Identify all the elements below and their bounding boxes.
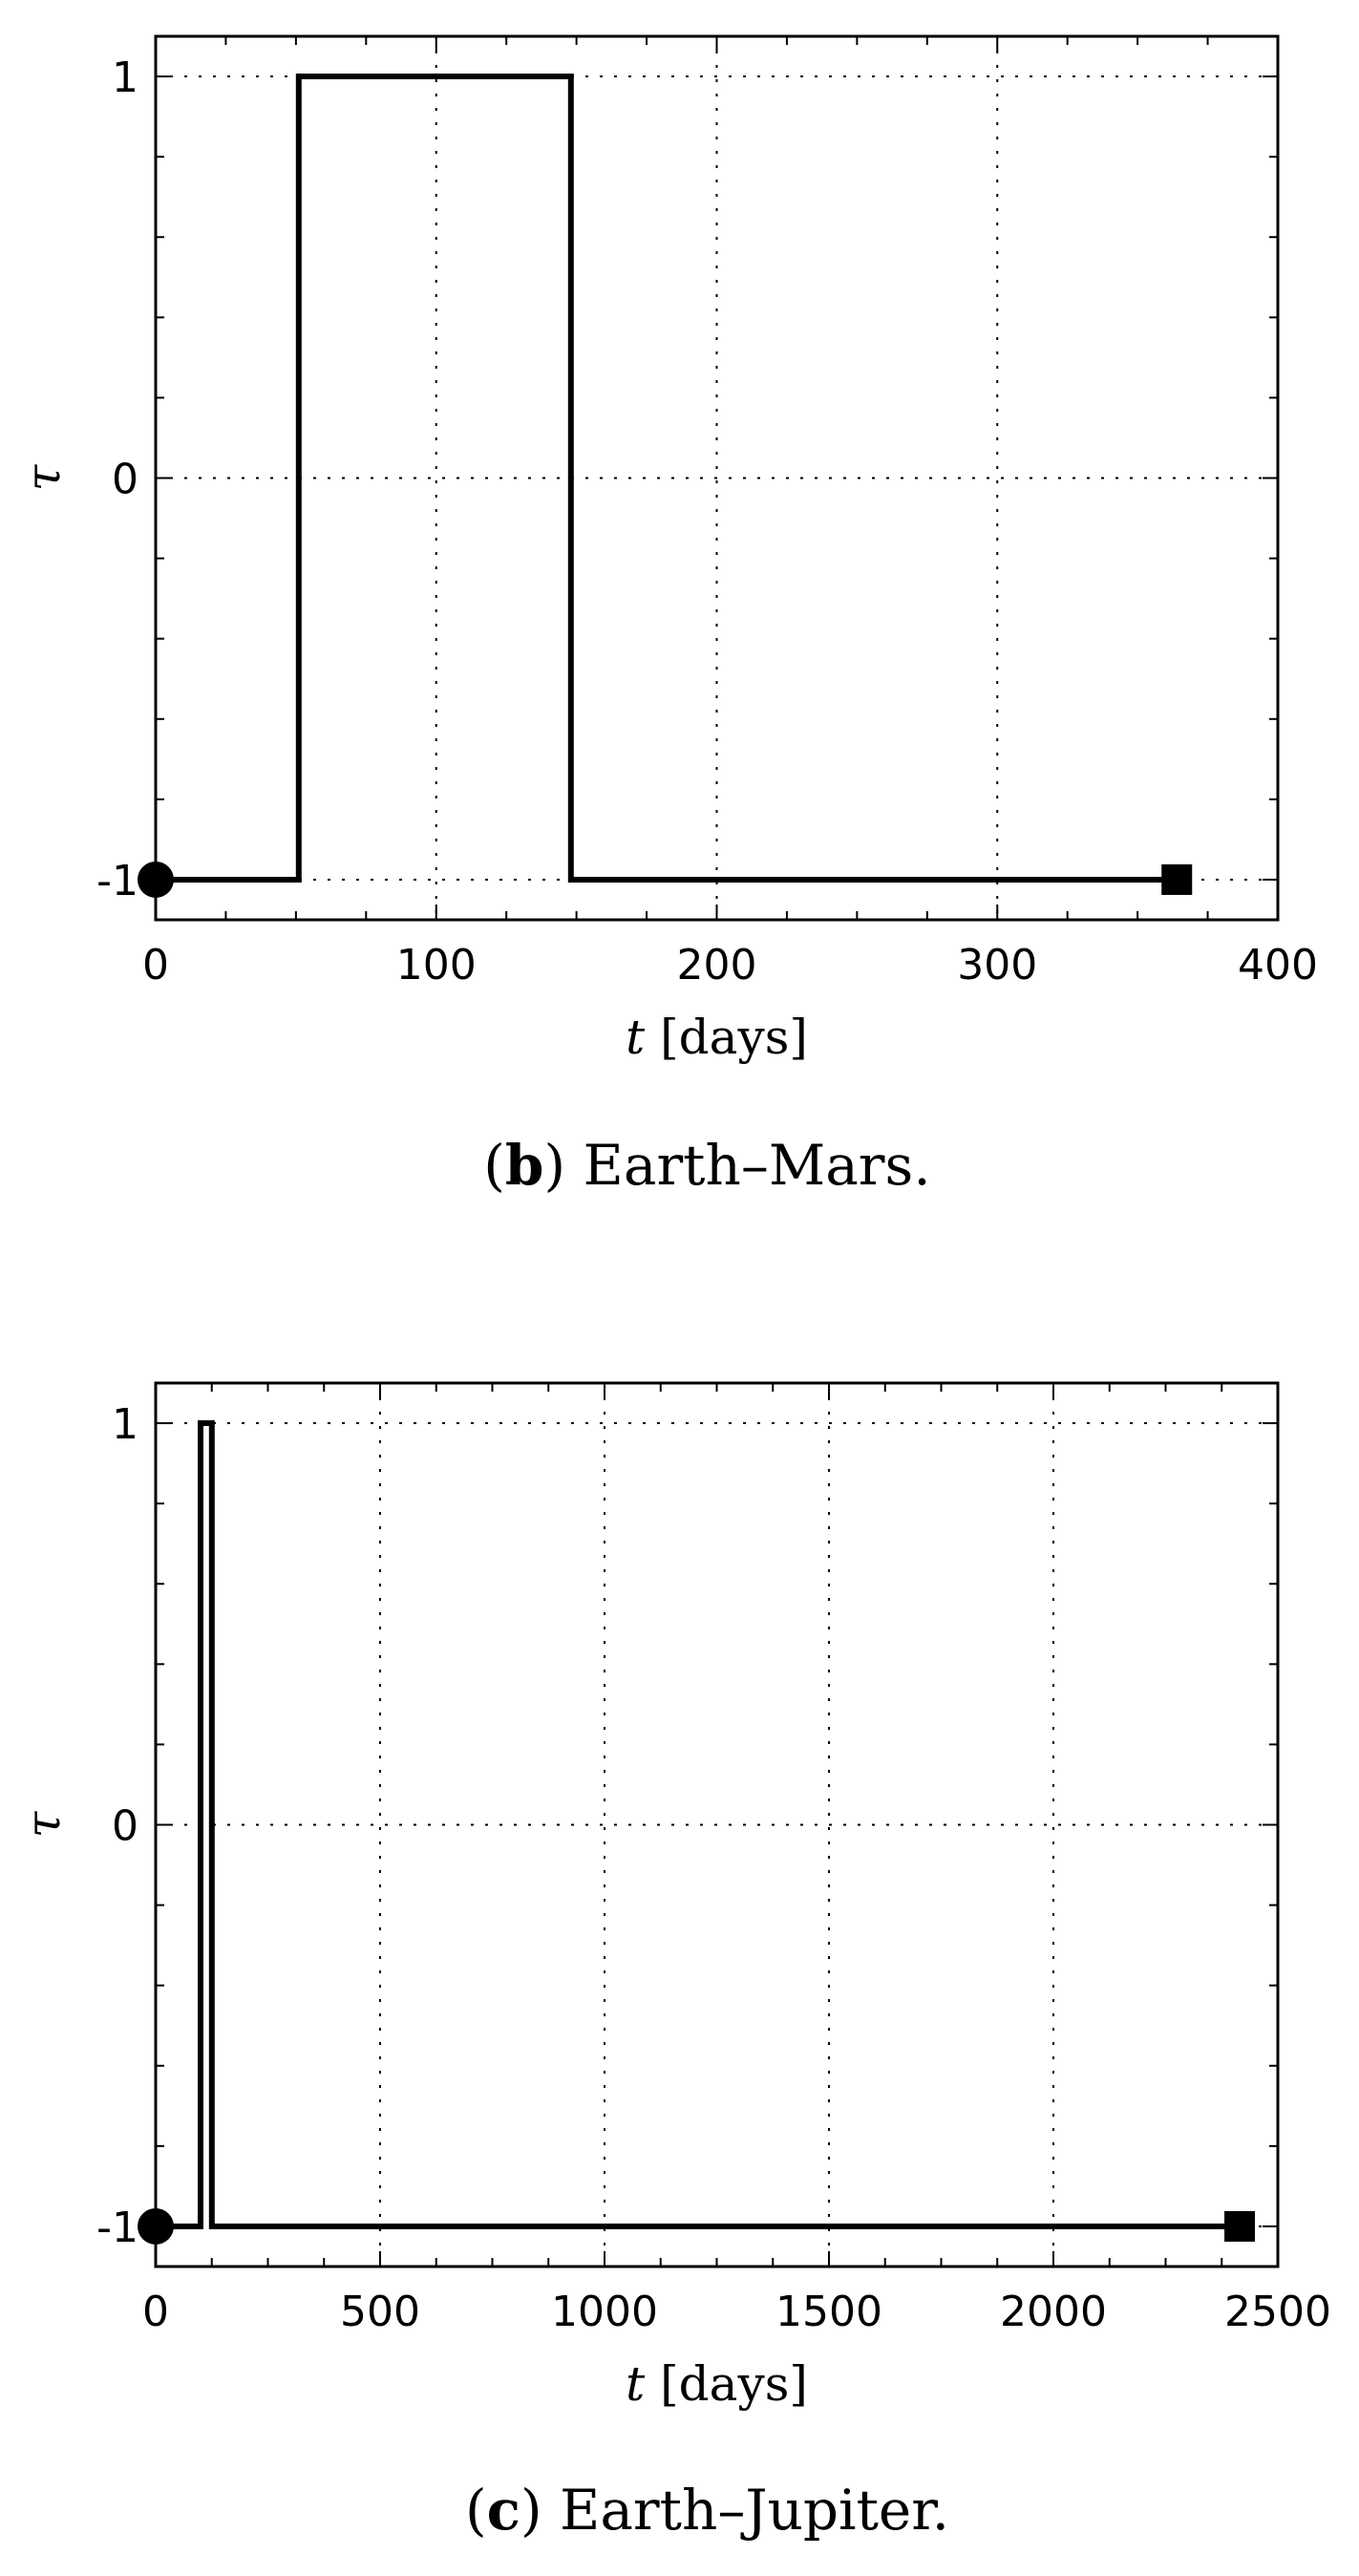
figure-caption: (b) Earth–Mars. xyxy=(483,1133,930,1198)
x-axis-label-unit: [days] xyxy=(660,1010,808,1065)
y-tick-label: 1 xyxy=(112,53,138,102)
data-series-line xyxy=(156,1420,1240,2229)
y-axis-label: τ xyxy=(15,463,71,491)
caption-text: Earth–Jupiter. xyxy=(560,2478,949,2543)
caption-paren-close: ) xyxy=(520,2478,560,2543)
y-tick-label: 0 xyxy=(112,456,138,504)
caption-paren-open: ( xyxy=(483,1133,505,1198)
plot-frame xyxy=(154,1381,1280,2268)
y-tick-label: -1 xyxy=(96,2203,138,2252)
caption-panel-label: c xyxy=(487,2478,520,2543)
x-axis-label: t [days] xyxy=(626,1010,808,1065)
y-tick-label: 0 xyxy=(112,1802,138,1851)
plot-frame xyxy=(154,34,1280,922)
x-tick-label: 1000 xyxy=(551,2288,658,2336)
figure-caption: (c) Earth–Jupiter. xyxy=(465,2478,949,2543)
x-axis-label-var: t xyxy=(626,1010,660,1065)
x-tick-label: 0 xyxy=(142,2288,169,2336)
x-tick-label: 2000 xyxy=(1000,2288,1107,2336)
x-tick-label: 2500 xyxy=(1224,2288,1331,2336)
x-tick-label: 200 xyxy=(677,941,757,990)
x-axis-label-unit: [days] xyxy=(660,2356,808,2412)
caption-panel-label: b xyxy=(505,1133,544,1198)
y-axis-label: τ xyxy=(15,1810,71,1838)
caption-paren-open: ( xyxy=(465,2478,487,2543)
x-tick-label: 300 xyxy=(957,941,1037,990)
x-tick-label: 100 xyxy=(396,941,477,990)
x-axis-label: t [days] xyxy=(626,2356,808,2412)
y-tick-label: -1 xyxy=(96,857,138,905)
end-marker-square xyxy=(1224,2210,1256,2242)
y-tick-label: 1 xyxy=(112,1400,138,1449)
x-tick-label: 0 xyxy=(142,941,169,990)
end-marker-square xyxy=(1161,863,1193,895)
x-axis-label-var: t xyxy=(626,2356,660,2412)
caption-paren-close: ) xyxy=(543,1133,583,1198)
x-tick-label: 500 xyxy=(340,2288,420,2336)
x-tick-label: 1500 xyxy=(775,2288,882,2336)
data-series-line xyxy=(156,74,1178,883)
caption-text: Earth–Mars. xyxy=(584,1133,931,1198)
x-tick-label: 400 xyxy=(1238,941,1318,990)
